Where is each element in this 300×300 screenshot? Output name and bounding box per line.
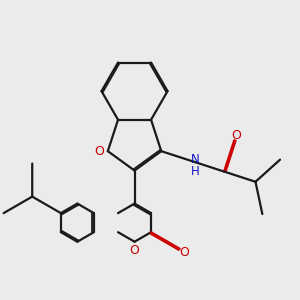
Text: O: O xyxy=(231,129,241,142)
Text: O: O xyxy=(179,246,189,259)
Text: O: O xyxy=(94,145,104,158)
Text: O: O xyxy=(130,244,140,257)
Text: N
H: N H xyxy=(191,153,200,178)
